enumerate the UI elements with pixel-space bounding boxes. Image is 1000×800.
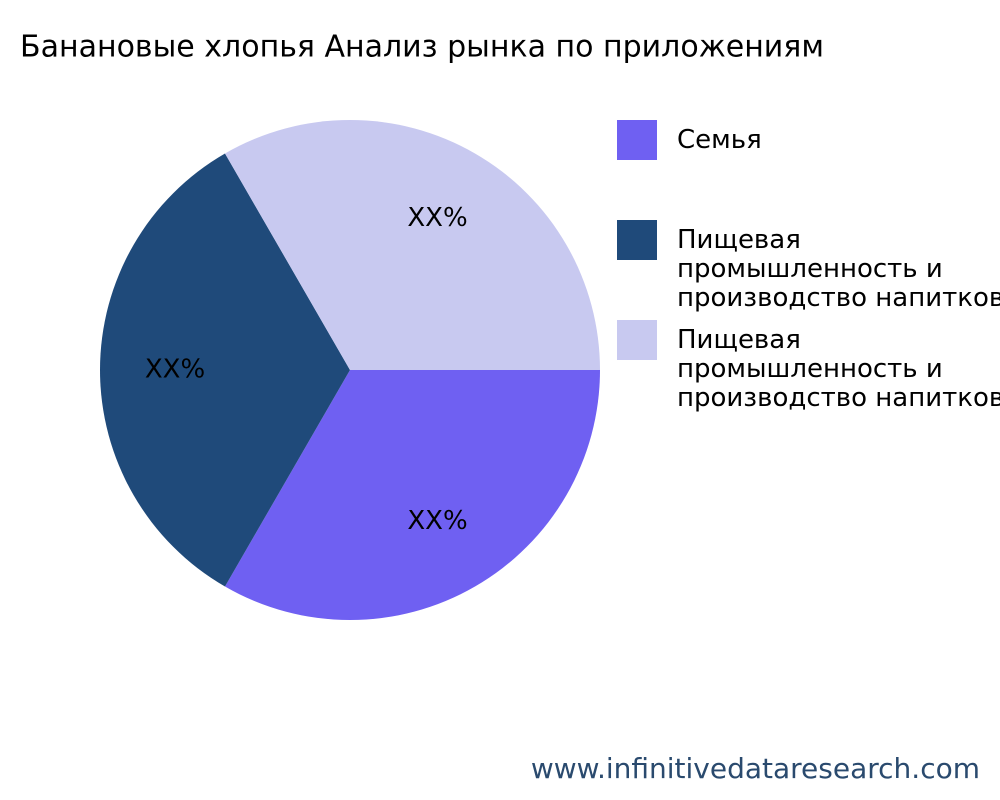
pie-slice — [225, 119, 600, 370]
legend-swatch — [617, 120, 657, 160]
legend-label: Пищевая промышленность и производство напи… — [677, 225, 1000, 313]
legend-label: Семья — [677, 125, 762, 155]
legend-label: Пищевая промышленность и производство напи… — [677, 325, 1000, 413]
data-label: XX% — [407, 203, 467, 233]
legend-swatch — [617, 220, 657, 260]
chart-title: Банановые хлопья Анализ рынка по приложе… — [20, 30, 824, 65]
data-label: XX% — [145, 355, 205, 385]
pie-slice — [225, 370, 600, 620]
footer-url: www.infinitivedataresearch.com — [531, 752, 980, 785]
legend-swatch — [617, 320, 657, 360]
data-label: XX% — [407, 506, 467, 536]
